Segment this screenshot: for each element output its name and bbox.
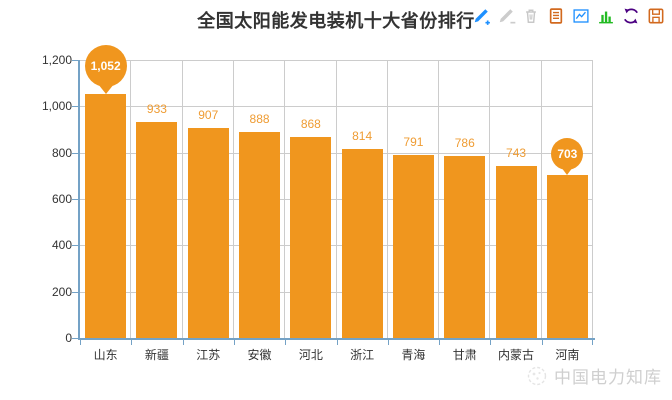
magictype-line-icon[interactable]: [571, 6, 591, 26]
v-gridline: [182, 60, 183, 338]
y-tick: [72, 245, 78, 246]
y-tick: [72, 60, 78, 61]
bar[interactable]: [136, 121, 178, 338]
x-axis-label: 山东: [93, 348, 118, 362]
watermark-text: 中国电力知库: [554, 368, 662, 387]
x-tick: [285, 340, 286, 345]
y-axis-label: 1,000: [41, 99, 72, 113]
bar[interactable]: [239, 132, 281, 338]
bar[interactable]: [187, 127, 229, 338]
v-gridline: [233, 60, 234, 338]
bar[interactable]: [392, 154, 434, 338]
x-axis-label: 安徽: [247, 348, 272, 362]
bar-value-label: 814: [352, 129, 373, 144]
mark-point-tip: [561, 167, 574, 176]
x-tick: [80, 340, 81, 345]
y-tick: [72, 199, 78, 200]
x-tick: [439, 340, 440, 345]
v-gridline: [336, 60, 337, 338]
y-axis-label: 800: [51, 146, 72, 160]
x-axis-label: 新疆: [144, 348, 169, 362]
y-axis-label: 1,200: [41, 53, 72, 67]
bar[interactable]: [495, 165, 537, 338]
mark-point-pin: 1,052: [84, 45, 127, 88]
x-tick: [490, 340, 491, 345]
x-tick: [183, 340, 184, 345]
y-tick: [72, 338, 78, 339]
y-tick: [72, 292, 78, 293]
mark-pencil-remove-icon[interactable]: [496, 6, 516, 26]
restore-refresh-icon[interactable]: [621, 6, 641, 26]
v-gridline: [541, 60, 542, 338]
v-gridline: [387, 60, 388, 338]
y-axis-label: 0: [65, 331, 72, 345]
bar[interactable]: [290, 136, 332, 338]
bar-value-label: 743: [506, 145, 527, 160]
x-tick: [337, 340, 338, 345]
x-axis-label: 内蒙古: [498, 348, 535, 362]
bar[interactable]: [341, 149, 383, 338]
x-tick: [131, 340, 132, 345]
x-axis-label: 浙江: [350, 348, 375, 362]
mark-clear-trash-icon[interactable]: [521, 6, 541, 26]
y-axis-label: 600: [51, 192, 72, 206]
x-axis-label: 青海: [401, 348, 426, 362]
x-axis-label: 河北: [298, 348, 323, 362]
mark-point-tip: [97, 84, 114, 95]
bar-value-label: 933: [146, 101, 167, 116]
y-axis-line: [78, 60, 80, 340]
x-tick: [592, 340, 593, 345]
bar[interactable]: [85, 94, 127, 338]
bar-value-label: 791: [403, 134, 424, 149]
bar-value-label: 888: [249, 112, 270, 127]
chart-title: 全国太阳能发电装机十大省份排行: [197, 11, 475, 31]
x-axis-label: 江苏: [196, 348, 221, 362]
v-gridline: [592, 60, 593, 338]
x-axis-line: [78, 338, 595, 340]
toolbox: [471, 6, 666, 26]
x-tick: [388, 340, 389, 345]
v-gridline: [284, 60, 285, 338]
y-tick: [72, 106, 78, 107]
watermark: 中国电力知库: [525, 363, 662, 388]
y-axis-label: 400: [51, 238, 72, 252]
data-view-icon[interactable]: [546, 6, 566, 26]
bar[interactable]: [444, 155, 486, 338]
magictype-bar-icon[interactable]: [596, 6, 616, 26]
x-tick: [542, 340, 543, 345]
mark-pencil-add-icon[interactable]: [471, 6, 491, 26]
v-gridline: [489, 60, 490, 338]
v-gridline: [130, 60, 131, 338]
x-tick: [234, 340, 235, 345]
v-gridline: [438, 60, 439, 338]
bar[interactable]: [546, 175, 588, 338]
y-tick: [72, 153, 78, 154]
bar-value-label: 907: [198, 107, 219, 122]
x-axis-label: 甘肃: [452, 348, 477, 362]
watermark-logo-icon: [525, 364, 549, 388]
save-as-image-icon[interactable]: [646, 6, 666, 26]
mark-point-pin: 703: [551, 138, 584, 171]
bar-value-label: 786: [454, 135, 475, 150]
y-axis-label: 200: [51, 285, 72, 299]
bar-value-label: 868: [300, 116, 321, 131]
x-axis-label: 河南: [555, 348, 580, 362]
